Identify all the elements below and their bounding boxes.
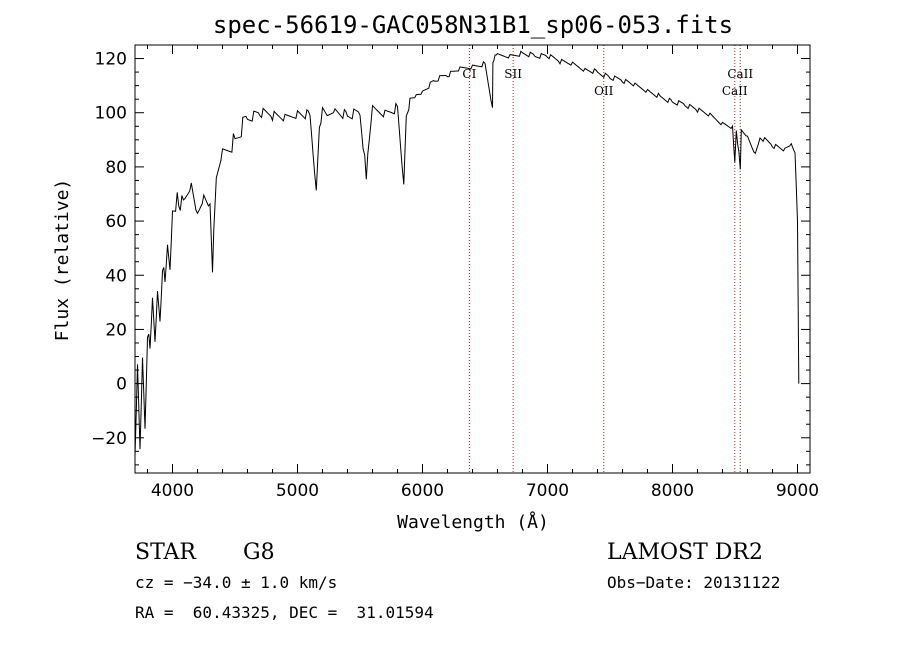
x-axis-label: Wavelength (Å) xyxy=(397,511,549,533)
object-class: STAR xyxy=(135,540,196,565)
survey-name: LAMOST DR2 xyxy=(607,540,763,565)
y-tick-label: 40 xyxy=(105,266,127,286)
spectrum-line xyxy=(134,50,800,456)
y-tick-label: 120 xyxy=(95,50,127,70)
chart-title: spec-56619-GAC058N31B1_sp06-053.fits xyxy=(213,11,733,39)
observation-date: Obs−Date: 20131122 xyxy=(607,573,781,592)
y-tick-label: 0 xyxy=(116,375,127,395)
plot-frame xyxy=(134,44,811,474)
coordinates: RA = 60.43325, DEC = 31.01594 xyxy=(135,603,434,622)
emission-line-label: SII xyxy=(504,67,522,81)
x-tick-label: 5000 xyxy=(276,481,319,501)
x-tick-label: 7000 xyxy=(526,481,569,501)
y-tick-label: 20 xyxy=(105,320,127,340)
y-tick-label: 100 xyxy=(95,104,127,124)
x-tick-label: 6000 xyxy=(401,481,444,501)
x-tick-label: 4000 xyxy=(151,481,194,501)
emission-line-label: CaII xyxy=(727,67,753,81)
axis-ticks: 4000 5000 6000 7000 8000 9000 −20 0 20 40 60 80 100 1… xyxy=(91,45,819,501)
y-tick-label: 60 xyxy=(105,212,127,232)
y-tick-label: 80 xyxy=(105,158,127,178)
redshift-cz: cz = −34.0 ± 1.0 km/s xyxy=(135,573,338,592)
x-tick-label: 9000 xyxy=(776,481,819,501)
x-tick-label: 8000 xyxy=(651,481,694,501)
y-tick-label: −20 xyxy=(91,429,127,449)
emission-line-label: CI xyxy=(462,67,476,81)
emission-line-label: OII xyxy=(594,84,614,98)
object-subclass: G8 xyxy=(243,540,275,565)
emission-line-label: CaII xyxy=(722,84,748,98)
emission-lines: CaII CaII OII SII CI xyxy=(462,45,753,473)
y-axis-label: Flux (relative) xyxy=(52,179,73,342)
